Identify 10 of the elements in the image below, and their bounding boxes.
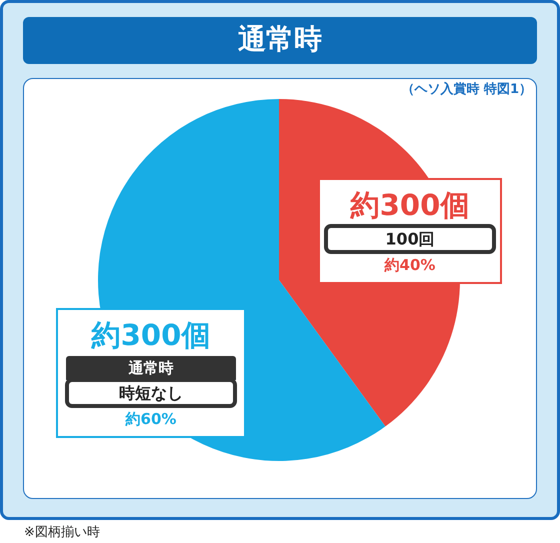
chart-title: 通常時 xyxy=(238,22,322,56)
slice-label: 通常時 xyxy=(128,359,174,377)
data-label: 約60% xyxy=(124,410,176,428)
text: 100回 xyxy=(385,230,435,248)
text: 約300個 xyxy=(90,318,210,352)
data-label: 約40% xyxy=(384,256,436,274)
chart-subtitle: （ヘソ入賞時 特図1） xyxy=(401,81,532,97)
text: 約300個 xyxy=(350,188,470,222)
text: 時短なし xyxy=(119,384,183,402)
text: ※図柄揃い時 xyxy=(24,525,100,540)
